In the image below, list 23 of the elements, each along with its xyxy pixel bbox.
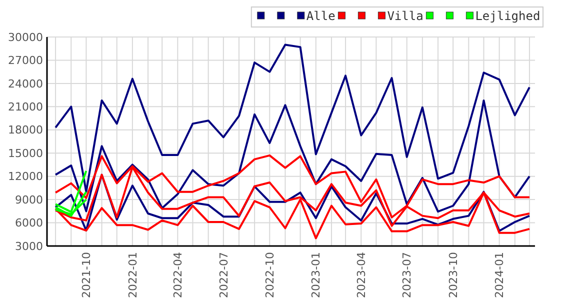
y-tick-label: 15000 [8,146,43,160]
y-tick-label: 27000 [8,54,43,68]
y-tick-label: 21000 [8,100,43,114]
x-tick-label: 2022-07 [217,252,230,298]
x-tick-label: 2023-01 [310,252,323,298]
y-tick-label: 9000 [15,193,43,206]
y-tick-label: 6000 [15,216,43,230]
x-tick-label: 2022-04 [172,252,185,298]
y-tick-label: 3000 [15,240,43,253]
x-tick-label: 2024-01 [493,252,506,298]
legend-label: Villa [387,9,424,24]
legend-label: Lejlighed [475,9,540,24]
x-tick-label: 2023-10 [446,252,460,298]
x-tick-label: 2022-01 [126,252,140,298]
x-tick-label: 2022-10 [263,252,276,298]
x-tick-label: 2023-04 [354,252,368,298]
x-tick-label: 2021-10 [80,252,94,298]
legend-label: Alle [306,9,336,24]
y-tick-label: 18000 [8,124,43,137]
y-tick-label: 30000 [8,30,43,44]
y-tick-label: 12000 [8,170,43,184]
y-tick-label: 24000 [8,77,43,90]
x-tick-label: 2023-07 [400,252,414,298]
